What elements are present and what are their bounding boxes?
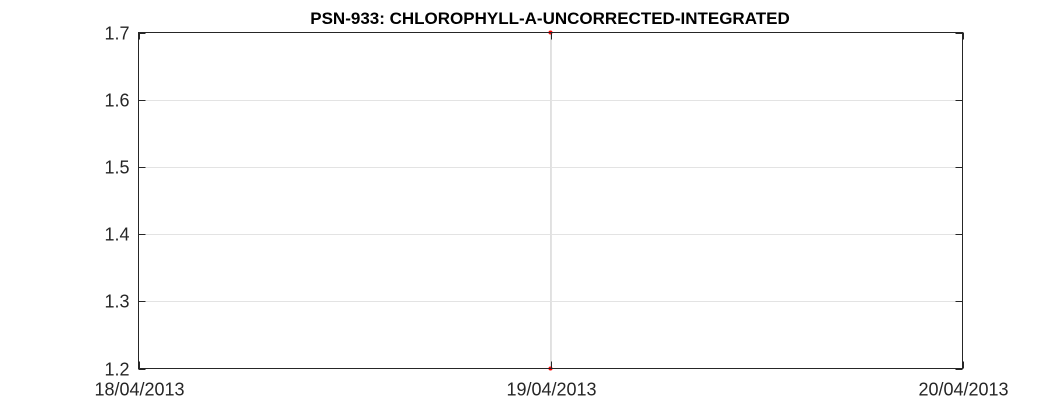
chart-title: PSN-933: CHLOROPHYLL-A-UNCORRECTED-INTEG… [310,9,789,28]
x-tick-label: 18/04/2013 [94,380,184,400]
y-axis-tick-labels: 1.2 1.3 1.4 1.5 1.6 1.7 [104,24,129,380]
tick-marks [138,32,964,370]
y-tick-label: 1.5 [104,158,129,178]
x-tick-label: 19/04/2013 [506,380,596,400]
plot-area-frame [138,32,963,369]
y-tick-label: 1.4 [104,225,129,245]
y-tick-label: 1.6 [104,91,129,111]
x-tick-label: 20/04/2013 [918,380,1008,400]
y-tick-label: 1.3 [104,292,129,312]
y-tick-label: 1.2 [104,360,129,380]
x-axis-tick-labels: 18/04/2013 19/04/2013 20/04/2013 [94,380,1008,400]
y-tick-label: 1.7 [104,24,129,44]
